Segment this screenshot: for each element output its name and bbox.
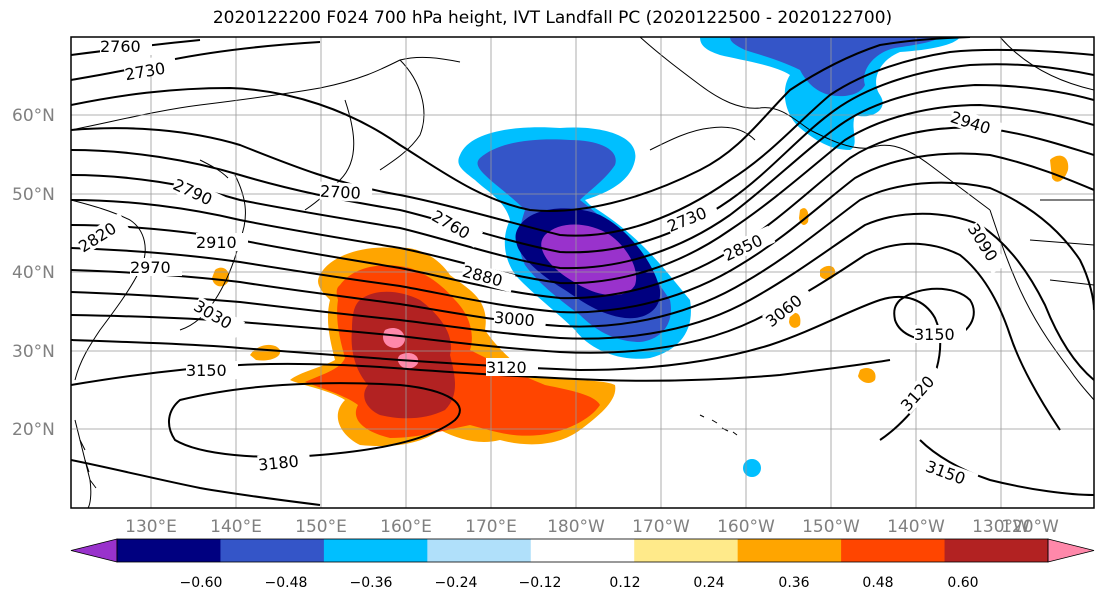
lon-label: 130°W xyxy=(972,517,1030,537)
colorbar-extend-max xyxy=(1047,538,1095,563)
colorbar-tick-label: 0.36 xyxy=(778,575,809,591)
lon-label: 160°E xyxy=(380,517,432,537)
colorbar-segment xyxy=(737,539,842,562)
colorbar-tick-label: −0.48 xyxy=(265,575,308,591)
colorbar-segment xyxy=(220,539,325,562)
colorbar-segment xyxy=(841,539,946,562)
lon-label: 170°E xyxy=(465,517,517,537)
map-border xyxy=(70,36,1095,509)
lon-label: 120°W xyxy=(1001,517,1059,537)
lon-label: 170°W xyxy=(632,517,690,537)
colorbar-extend-min xyxy=(70,538,118,563)
colorbar-outline xyxy=(116,538,1049,563)
colorbar-segment xyxy=(944,539,1049,562)
colorbar-segment xyxy=(427,539,532,562)
contour-label: 3150 xyxy=(186,361,227,380)
lat-label: 40°N xyxy=(12,263,55,283)
lon-label: 140°W xyxy=(887,517,945,537)
lon-label: 150°E xyxy=(295,517,347,537)
latitude-labels: 60°N 50°N 40°N 30°N 20°N xyxy=(12,106,55,440)
colorbar-tick-label: 0.60 xyxy=(947,575,978,591)
ivt-positive-shading xyxy=(212,155,1069,447)
colorbar-tick-label: 0.12 xyxy=(609,575,640,591)
colorbar-segment xyxy=(530,539,635,562)
contour-label: 2700 xyxy=(320,182,362,203)
ivt-negative-shading xyxy=(458,37,960,477)
gridlines xyxy=(71,37,1094,508)
colorbar-segment xyxy=(634,539,739,562)
map-title: 2020122200 F024 700 hPa height, IVT Land… xyxy=(212,8,893,28)
colorbar-tick-labels: −0.60 −0.48 −0.36 −0.24 −0.12 0.12 0.24 … xyxy=(180,575,979,591)
colorbar-tick-label: −0.12 xyxy=(519,575,562,591)
colorbar-tick-label: −0.36 xyxy=(350,575,393,591)
lat-label: 50°N xyxy=(12,185,55,205)
contour-label: 3120 xyxy=(486,358,527,377)
colorbar-tick-label: −0.60 xyxy=(180,575,223,591)
lon-label: 180°W xyxy=(547,517,605,537)
lon-label: 150°W xyxy=(802,517,860,537)
lat-label: 60°N xyxy=(12,106,55,126)
colorbar xyxy=(70,538,1095,563)
lat-label: 20°N xyxy=(12,420,55,440)
contour-label: 2760 xyxy=(100,37,141,56)
colorbar-tick-label: 0.48 xyxy=(862,575,893,591)
lon-label: 160°W xyxy=(717,517,775,537)
colorbar-segment xyxy=(323,539,428,562)
contour-label: 3150 xyxy=(914,325,955,344)
colorbar-tick-label: −0.24 xyxy=(435,575,478,591)
contour-label: 3000 xyxy=(493,308,535,330)
colorbar-tick-label: 0.24 xyxy=(693,575,724,591)
longitude-labels: 130°E 140°E 150°E 160°E 170°E 180°W 170°… xyxy=(125,517,1059,537)
colorbar-segment xyxy=(117,539,221,562)
lon-label: 140°E xyxy=(210,517,262,537)
contour-label: 3180 xyxy=(257,452,299,475)
lat-label: 30°N xyxy=(12,342,55,362)
contour-label: 2970 xyxy=(130,258,171,277)
lon-label: 130°E xyxy=(125,517,177,537)
contour-label: 2910 xyxy=(196,233,237,252)
